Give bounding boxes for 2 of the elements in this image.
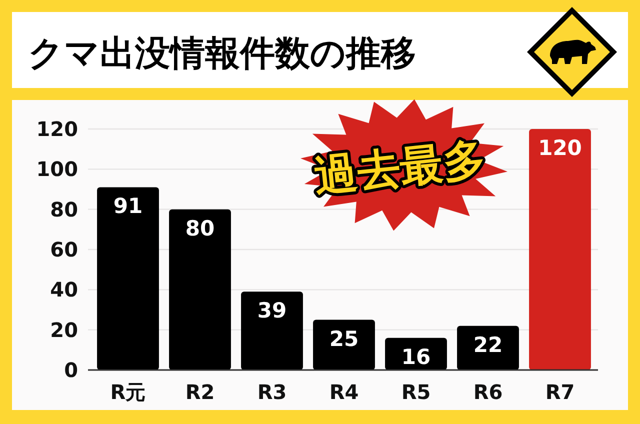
title: クマ出没情報件数の推移 [28, 34, 416, 74]
annotation: 過去最多 [312, 134, 488, 202]
